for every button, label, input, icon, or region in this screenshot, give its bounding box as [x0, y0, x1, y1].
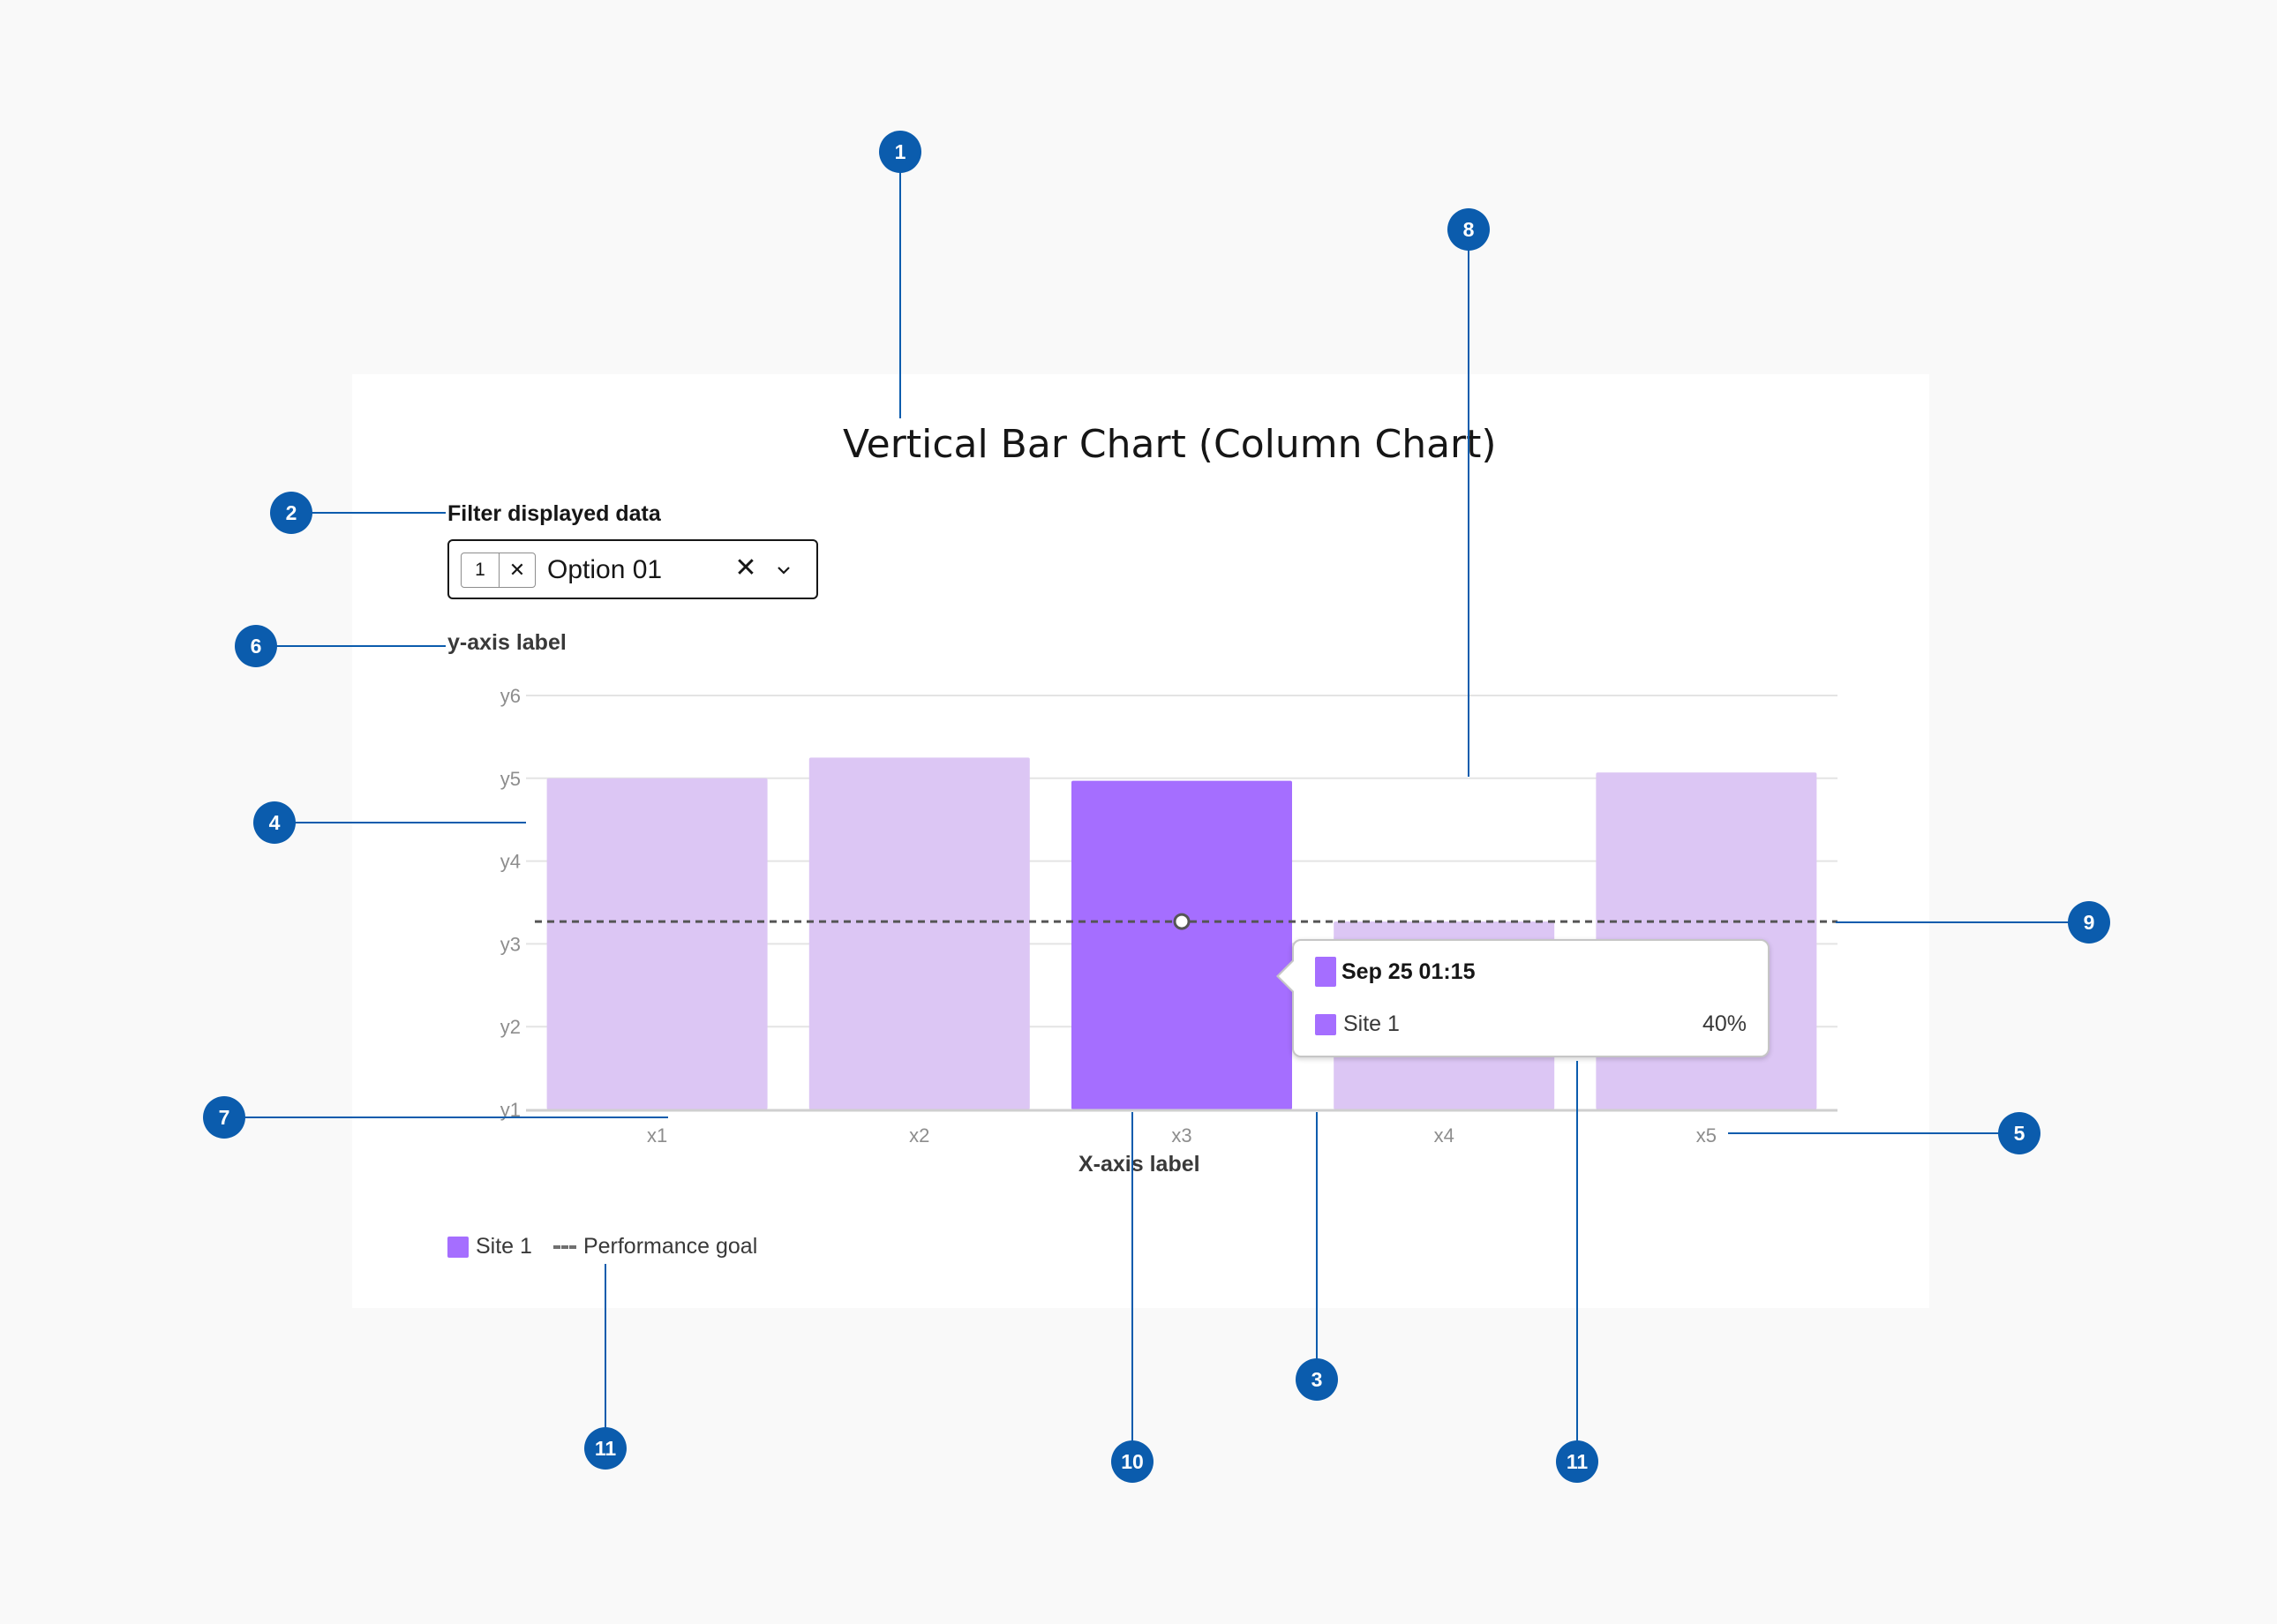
annotation-marker-3: 3: [1296, 1358, 1338, 1401]
tooltip-row-swatch-icon: [1315, 1013, 1336, 1035]
tooltip-row: Site 1 40%: [1315, 1011, 1747, 1037]
legend-dash-icon: [552, 1244, 576, 1249]
y-axis-label: y-axis label: [447, 630, 567, 655]
y-tick-y4: y4: [500, 851, 521, 873]
x-tick-x3: x3: [1171, 1124, 1191, 1147]
tooltip-header: Sep 25 01:15: [1315, 957, 1476, 987]
tooltip-value: 40%: [1702, 1011, 1747, 1036]
tooltip-date: Sep 25 01:15: [1341, 959, 1476, 984]
hover-point-icon[interactable]: [1173, 913, 1191, 930]
selected-count: 1: [462, 553, 500, 587]
legend-site-label[interactable]: Site 1: [476, 1234, 532, 1259]
x-tick-x1: x1: [647, 1124, 667, 1147]
annotation-marker-2: 2: [270, 492, 312, 534]
annotation-marker-11-b: 11: [1556, 1440, 1598, 1483]
legend-goal-label[interactable]: Performance goal: [582, 1234, 758, 1259]
selected-count-tag: 1 ✕: [461, 553, 536, 588]
x-tick-x4: x4: [1434, 1124, 1454, 1147]
x-tick-x5: x5: [1696, 1124, 1717, 1147]
annotation-marker-6: 6: [235, 625, 277, 667]
x-tick-x2: x2: [909, 1124, 929, 1147]
y-tick-y3: y3: [500, 933, 521, 955]
annotation-marker-1: 1: [879, 131, 921, 173]
annotation-marker-8: 8: [1447, 208, 1490, 251]
bar-x1[interactable]: [546, 778, 768, 1109]
chart-title: Vertical Bar Chart (Column Chart): [843, 422, 1497, 467]
tooltip-swatch-icon: [1315, 957, 1336, 987]
filter-multiselect[interactable]: 1 ✕ Option 01 ✕: [447, 539, 818, 599]
bar-x3[interactable]: [1071, 780, 1292, 1109]
remove-selection-icon[interactable]: ✕: [508, 559, 526, 581]
annotation-marker-9: 9: [2068, 901, 2110, 944]
clear-icon[interactable]: ✕: [734, 553, 757, 583]
filter-label: Filter displayed data: [447, 501, 661, 526]
bar-x2[interactable]: [808, 757, 1030, 1109]
chart-legend: Site 1 Performance goal: [447, 1234, 757, 1259]
tooltip-arrow: [1276, 959, 1294, 994]
selected-option: Option 01: [547, 555, 663, 584]
annotation-marker-11: 11: [584, 1427, 627, 1470]
y-tick-y5: y5: [500, 768, 521, 790]
legend-site-swatch-icon: [447, 1236, 469, 1258]
x-axis-label: X-axis label: [1078, 1152, 1200, 1177]
annotation-marker-7: 7: [203, 1096, 245, 1139]
data-tooltip: Sep 25 01:15 Site 1 40%: [1276, 939, 1770, 1057]
y-tick-y1: y1: [500, 1099, 521, 1121]
y-tick-labels: y1 y2 y3 y4 y5 y6: [500, 685, 521, 1121]
chevron-down-icon[interactable]: [774, 560, 793, 580]
annotation-marker-4: 4: [253, 801, 296, 844]
annotation-marker-5: 5: [1998, 1112, 2040, 1154]
annotation-marker-10: 10: [1111, 1440, 1154, 1483]
tooltip-series: Site 1: [1343, 1011, 1400, 1036]
y-tick-y6: y6: [500, 685, 521, 707]
y-tick-y2: y2: [500, 1016, 521, 1038]
x-tick-labels: x1 x2 x3 x4 x5: [647, 1124, 1717, 1147]
